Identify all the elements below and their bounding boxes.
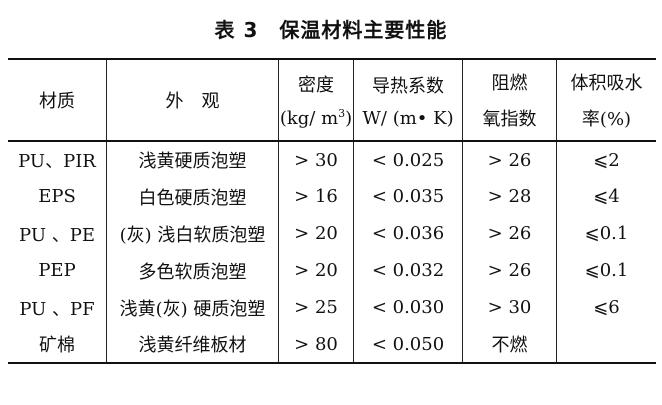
cell-water-absorption [556,326,656,363]
table-row: PU 、PF 浅黄(灰) 硬质泡塑 > 25 < 0.030 > 30 ⩽6 [8,289,656,326]
header-conductivity: 导热系数 W/ (m• K) [353,59,463,141]
header-oxygen-index-line1: 阻燃 [491,73,528,94]
cell-density: > 30 [278,141,354,178]
cell-water-absorption: ⩽4 [556,178,656,215]
cell-conductivity: < 0.035 [353,178,463,215]
header-water-absorption: 体积吸水率(%) [556,59,656,141]
header-density-unit: (kg/ m [279,108,339,129]
cell-material: PU、PIR [18,151,96,172]
cell-conductivity: < 0.050 [353,326,463,363]
cell-conductivity: < 0.032 [353,252,463,289]
header-row: 材质 外 观 密度 (kg/ m3) 导热系数 W/ (m• K) 阻燃氧指数 体积… [8,59,656,141]
header-oxygen-index-line2: 氧指数 [482,109,537,130]
table-row: 矿棉 浅黄纤维板材 > 80 < 0.050 不燃 [8,326,656,363]
cell-appearance: 浅黄纤维板材 [106,326,279,363]
header-density-exponent: 3 [338,107,346,120]
cell-material: PU 、PE [19,224,95,246]
header-density-label: 密度 [298,75,334,96]
cell-conductivity: < 0.025 [353,141,463,178]
cell-oxygen-index: > 26 [462,215,557,252]
header-density: 密度 (kg/ m3) [278,59,354,141]
insulation-properties-table: 材质 外 观 密度 (kg/ m3) 导热系数 W/ (m• K) 阻燃氧指数 体积… [8,58,656,364]
cell-oxygen-index: > 30 [462,289,557,326]
cell-appearance: 多色软质泡塑 [106,252,279,289]
cell-density: > 16 [278,178,354,215]
cell-density: > 80 [278,326,354,363]
header-oxygen-index: 阻燃 氧指数 [462,59,557,141]
cell-conductivity: < 0.030 [353,289,463,326]
cell-water-absorption: ⩽0.1 [556,252,656,289]
cell-density: > 20 [278,252,354,289]
table-row: PEP 多色软质泡塑 > 20 < 0.032 > 26 ⩽0.1 [8,252,656,289]
cell-material: 矿棉 [39,335,75,356]
cell-oxygen-index: > 26 [462,141,557,178]
cell-appearance: 白色硬质泡塑 [106,178,279,215]
cell-oxygen-index: > 28 [462,178,557,215]
header-conductivity-label: 导热系数 [372,75,444,97]
cell-material: EPS [38,186,76,207]
header-material: 材质 [39,91,75,112]
table-row: PU 、PE (灰) 浅白软质泡塑 > 20 < 0.036 > 26 ⩽0.1 [8,215,656,252]
header-water-absorption-line1: 体积吸水 [570,73,643,94]
cell-oxygen-index: 不燃 [462,326,557,363]
header-appearance: 外 观 [106,59,279,141]
header-conductivity-unit: W/ (m• K) [362,107,454,129]
cell-appearance: 浅黄(灰) 硬质泡塑 [106,289,279,326]
cell-water-absorption: ⩽6 [556,289,656,326]
cell-appearance: (灰) 浅白软质泡塑 [106,215,279,252]
cell-oxygen-index: > 26 [462,252,557,289]
cell-appearance: 浅黄硬质泡塑 [106,141,279,178]
header-density-close: ) [345,108,353,129]
cell-water-absorption: ⩽2 [556,141,656,178]
cell-density: > 25 [278,289,354,326]
cell-conductivity: < 0.036 [353,215,463,252]
header-water-absorption-line2: 率(%) [581,109,632,130]
table-row: PU、PIR 浅黄硬质泡塑 > 30 < 0.025 > 26 ⩽2 [8,141,656,178]
table-title: 表 3 保温材料主要性能 [214,18,448,42]
cell-material: PEP [38,260,76,281]
cell-material: PU 、PF [19,298,95,320]
cell-water-absorption: ⩽0.1 [556,215,656,252]
table-row: EPS 白色硬质泡塑 > 16 < 0.035 > 28 ⩽4 [8,178,656,215]
cell-density: > 20 [278,215,354,252]
